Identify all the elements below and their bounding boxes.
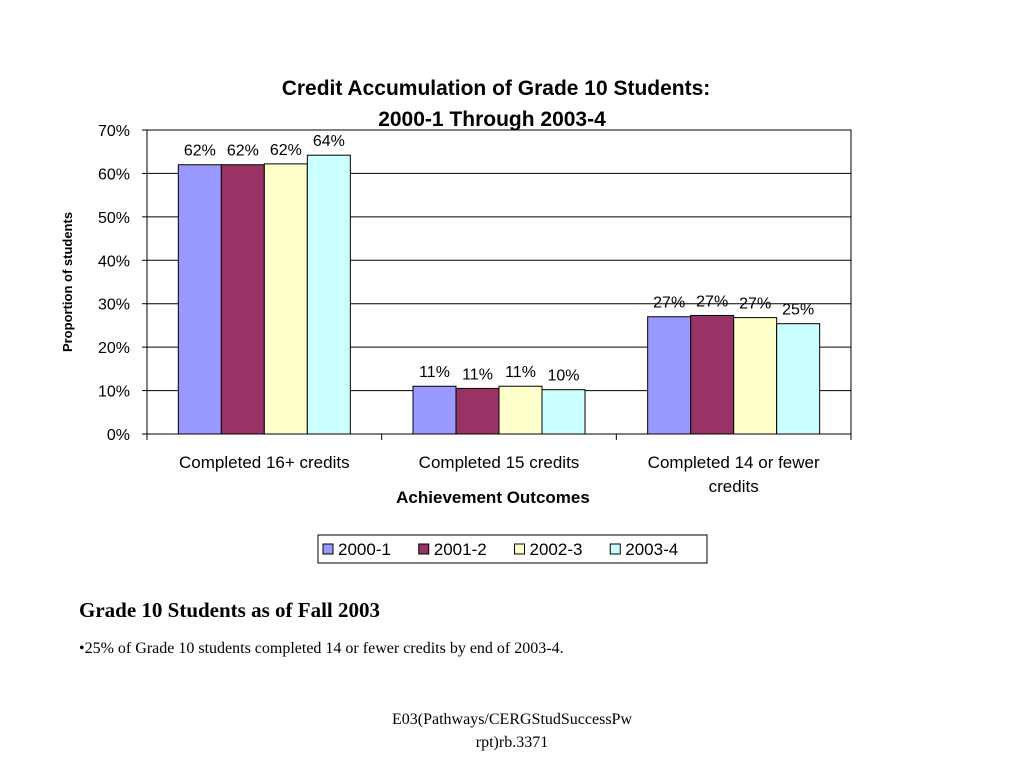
footer-line-1: E03(Pathways/CERGStudSuccessPw bbox=[392, 711, 632, 728]
bar bbox=[498, 385, 543, 435]
legend-label: 2000-1 bbox=[338, 540, 391, 559]
legend-swatch bbox=[514, 543, 525, 555]
legend-label: 2002-3 bbox=[530, 540, 583, 559]
y-tick-label: 50% bbox=[98, 210, 130, 227]
y-tick-label: 70% bbox=[98, 123, 130, 140]
data-label: 27% bbox=[739, 296, 771, 313]
data-label: 10% bbox=[547, 368, 579, 385]
bar bbox=[220, 164, 265, 435]
category-label: Completed 15 credits bbox=[419, 453, 580, 472]
category-label: Completed 16+ credits bbox=[179, 453, 350, 472]
legend-swatch bbox=[322, 543, 334, 555]
y-tick-label: 0% bbox=[107, 427, 130, 444]
data-label: 62% bbox=[227, 143, 259, 160]
footer: E03(Pathways/CERGStudSuccessPw rpt)rb.33… bbox=[312, 708, 712, 754]
data-label: 11% bbox=[419, 364, 450, 381]
bar bbox=[733, 317, 778, 435]
notes-bullet: •25% of Grade 10 students completed 14 o… bbox=[79, 640, 564, 657]
data-label: 62% bbox=[270, 142, 302, 159]
legend-swatch bbox=[418, 543, 430, 555]
y-axis-title: Proportion of students bbox=[60, 212, 75, 352]
category-label: Completed 14 or fewer bbox=[648, 453, 820, 472]
axes: 0% 10% 20% 30% 40% 50% 60% 70% Completed 16+ cre… bbox=[98, 123, 852, 496]
y-tick-label: 60% bbox=[98, 166, 130, 183]
bar bbox=[690, 314, 735, 435]
data-label: 11% bbox=[462, 366, 493, 383]
data-label: 25% bbox=[782, 302, 814, 319]
bar bbox=[306, 154, 351, 435]
bar bbox=[412, 385, 457, 435]
legend-label: 2001-2 bbox=[434, 540, 487, 559]
data-label: 11% bbox=[505, 364, 536, 381]
bar bbox=[776, 323, 821, 435]
data-label: 27% bbox=[653, 295, 685, 312]
notes-heading: Grade 10 Students as of Fall 2003 bbox=[79, 598, 381, 622]
bar bbox=[263, 163, 308, 435]
x-axis-title: Achievement Outcomes bbox=[396, 488, 590, 507]
bars bbox=[177, 154, 821, 435]
legend: 2000-1 2001-2 2002-3 2003-4 bbox=[317, 534, 708, 564]
bar bbox=[647, 316, 692, 435]
bar-chart: Credit Accumulation of Grade 10 Students… bbox=[60, 77, 852, 564]
legend-label: 2003-4 bbox=[625, 540, 678, 559]
chart-title-line-2: 2000-1 Through 2003-4 bbox=[378, 108, 606, 131]
y-tick-label: 30% bbox=[98, 297, 130, 314]
y-tick-label: 10% bbox=[98, 384, 130, 401]
bar bbox=[177, 164, 222, 435]
chart-title-line-1: Credit Accumulation of Grade 10 Students… bbox=[282, 77, 711, 100]
data-labels: 62% 62% 62% 64% 11% 11% 11% 10% 27% 27% 27% 25% bbox=[184, 133, 814, 385]
y-tick-label: 40% bbox=[98, 253, 130, 270]
footer-line-2: rpt)rb.3371 bbox=[475, 734, 549, 751]
bar bbox=[455, 387, 500, 435]
legend-box bbox=[317, 534, 708, 564]
y-tick-label: 20% bbox=[98, 340, 130, 357]
data-label: 62% bbox=[184, 143, 216, 160]
data-label: 27% bbox=[696, 293, 728, 310]
bar bbox=[541, 389, 586, 435]
legend-swatch bbox=[609, 543, 621, 555]
data-label: 64% bbox=[313, 133, 345, 150]
category-label: credits bbox=[709, 477, 759, 496]
